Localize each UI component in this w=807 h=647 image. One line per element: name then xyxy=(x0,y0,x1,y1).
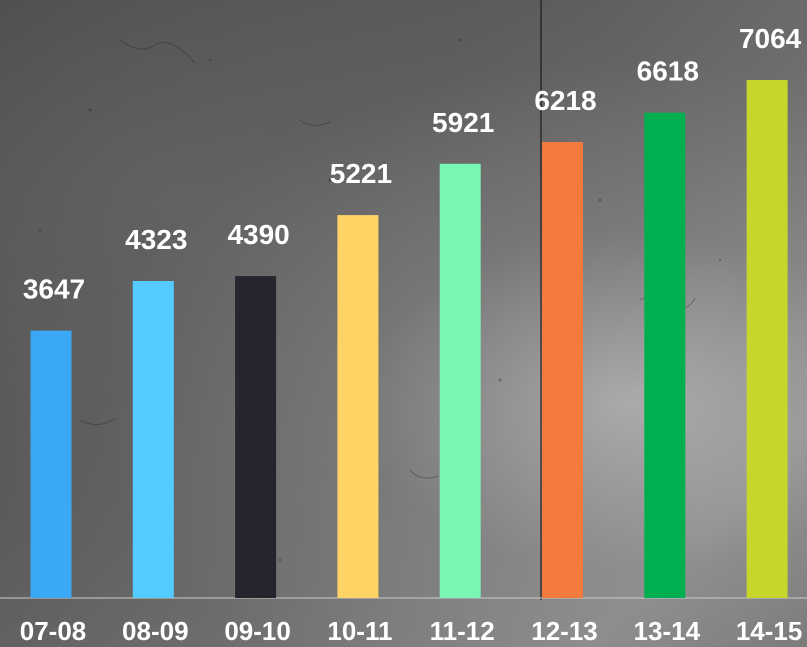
bar-09-10 xyxy=(235,276,277,598)
x-tick-label-14-15: 14-15 xyxy=(736,616,803,646)
bar-11-12 xyxy=(439,163,481,599)
data-label-12-13: 6218 xyxy=(534,85,596,116)
data-label-11-12: 5921 xyxy=(432,107,494,138)
bar-12-13 xyxy=(542,142,583,598)
bar-07-08 xyxy=(30,330,72,598)
x-tick-label-10-11: 10-11 xyxy=(327,616,392,646)
x-tick-label-09-10: 09-10 xyxy=(224,616,291,646)
data-label-10-11: 5221 xyxy=(330,158,392,189)
x-tick-label-13-14: 13-14 xyxy=(634,616,701,646)
bar-13-14 xyxy=(644,112,686,598)
data-label-08-09: 4323 xyxy=(125,224,187,255)
data-label-07-08: 3647 xyxy=(23,274,85,305)
data-label-13-14: 6618 xyxy=(637,56,699,87)
x-tick-label-07-08: 07-08 xyxy=(20,616,87,646)
x-tick-label-11-12: 11-12 xyxy=(430,616,495,646)
bar-08-09 xyxy=(132,281,174,598)
x-tick-label-12-13: 12-13 xyxy=(531,616,598,646)
bar-14-15 xyxy=(746,80,788,598)
data-label-14-15: 7064 xyxy=(739,23,802,54)
data-label-09-10: 4390 xyxy=(227,219,289,250)
bar-10-11 xyxy=(337,215,379,598)
x-tick-label-08-09: 08-09 xyxy=(122,616,189,646)
